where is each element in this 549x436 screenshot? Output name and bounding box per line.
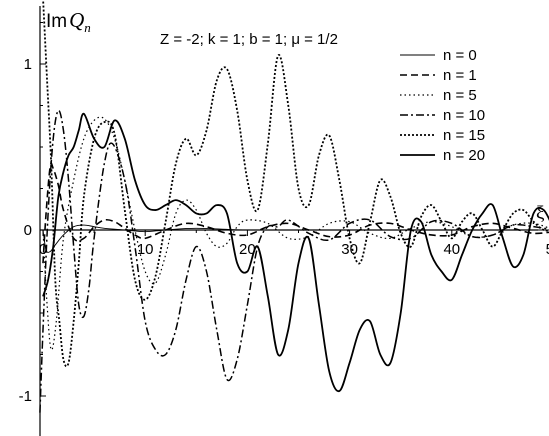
legend-label-n10: n = 10 — [443, 107, 485, 124]
legend-label-n20: n = 20 — [443, 147, 485, 164]
y-axis-label-prefix: Im — [46, 11, 67, 32]
y-axis-label-symbol: Q — [69, 8, 84, 32]
series-line-n5 — [42, 116, 549, 351]
series-line-n1 — [42, 162, 549, 264]
legend-label-n0: n = 0 — [443, 47, 477, 64]
legend-label-n5: n = 5 — [443, 87, 477, 104]
x-axis-label: ξ — [536, 203, 545, 224]
y-axis-label-subscript: n — [84, 20, 91, 35]
series-line-n20 — [42, 112, 549, 393]
x-tick-label: 30 — [341, 241, 358, 258]
series-line-n15 — [42, 0, 549, 368]
x-tick-label: 0 — [39, 241, 47, 258]
y-tick-label: -1 — [19, 388, 32, 405]
legend-label-n1: n = 1 — [443, 67, 477, 84]
legend-label-n15: n = 15 — [443, 127, 485, 144]
series-line-n10 — [39, 109, 549, 413]
series-line-n0 — [42, 224, 549, 253]
x-tick-label: 50 — [546, 241, 549, 258]
x-tick-label: 10 — [137, 241, 154, 258]
parameter-annotation: Z = -2; k = 1; b = 1; μ = 1/2 — [160, 31, 338, 48]
x-tick-label: 40 — [443, 241, 460, 258]
y-tick-label: 0 — [24, 222, 32, 239]
x-tick-label: 20 — [239, 241, 256, 258]
y-tick-label: 1 — [24, 56, 32, 73]
y-axis-label: ImQn — [46, 8, 91, 35]
